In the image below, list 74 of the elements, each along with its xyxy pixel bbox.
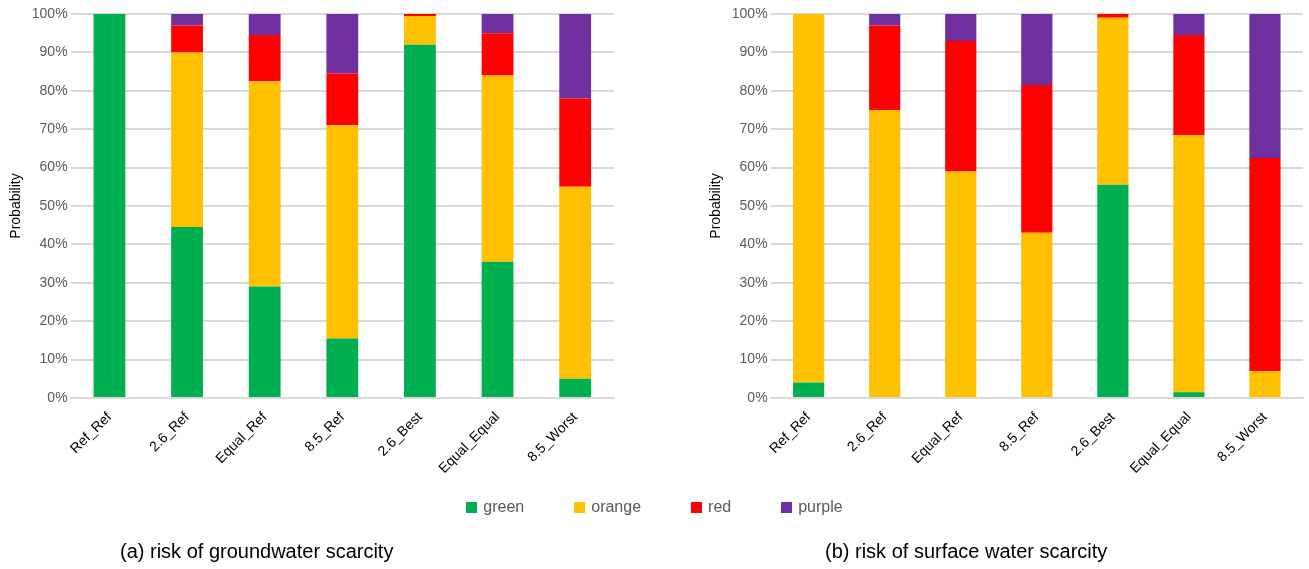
bar <box>171 52 203 228</box>
bar <box>326 338 359 397</box>
bar <box>1173 14 1205 36</box>
y-tick-label: 0% <box>47 388 68 405</box>
bar <box>793 382 825 397</box>
bar <box>248 35 281 82</box>
bar <box>1097 184 1129 397</box>
bar <box>481 261 514 397</box>
bar <box>559 378 592 397</box>
bar <box>945 40 977 172</box>
bar <box>248 286 281 397</box>
y-tick-label: 30% <box>39 273 68 290</box>
bar <box>1021 85 1053 233</box>
y-tick-label: 60% <box>739 158 768 175</box>
bar <box>869 14 901 26</box>
bar <box>326 73 359 126</box>
y-tick-label: 20% <box>739 312 768 329</box>
legend-label: green <box>483 498 525 516</box>
bar <box>559 186 592 379</box>
bar <box>248 81 281 287</box>
y-tick-label: 100% <box>731 4 768 21</box>
y-tick-label: 90% <box>39 43 68 60</box>
bar <box>559 14 592 99</box>
y-tick-label: 100% <box>31 4 68 21</box>
bar <box>1097 14 1129 18</box>
bar <box>945 14 977 41</box>
text: (b) risk of surface water scarcity <box>825 540 1108 563</box>
bar <box>326 14 359 74</box>
legend-label: purple <box>798 498 843 516</box>
y-tick-label: 50% <box>739 196 768 213</box>
bar <box>559 98 592 187</box>
bar <box>793 14 825 383</box>
legend-label: orange <box>591 498 642 516</box>
bar <box>1173 392 1205 397</box>
bar <box>1249 157 1281 372</box>
bar <box>481 75 514 262</box>
bar <box>1097 17 1129 185</box>
y-tick-label: 20% <box>39 312 68 329</box>
y-tick-label: 10% <box>39 350 68 367</box>
bar <box>481 33 514 76</box>
y-tick-label: 60% <box>39 158 68 175</box>
y-tick-label: 30% <box>739 273 768 290</box>
text: (a) risk of groundwater scarcity <box>120 540 394 563</box>
bar <box>404 44 436 397</box>
bar <box>945 171 977 397</box>
y-tick-label: 90% <box>739 43 768 60</box>
bar <box>869 25 901 110</box>
bar <box>869 109 901 397</box>
bar <box>1021 14 1053 86</box>
bar <box>171 25 203 53</box>
y-axis-title: Probability <box>7 173 24 239</box>
y-axis-title: Probability <box>707 173 724 239</box>
bar <box>326 125 359 339</box>
y-tick-label: 40% <box>39 235 68 252</box>
bar <box>1249 14 1281 158</box>
bar <box>171 14 203 26</box>
y-tick-label: 0% <box>747 388 768 405</box>
bar <box>404 15 436 45</box>
y-tick-label: 80% <box>739 81 768 98</box>
y-tick-label: 70% <box>739 120 768 137</box>
y-tick-label: 70% <box>39 120 68 137</box>
bar <box>171 227 203 397</box>
bar <box>248 14 281 36</box>
bar <box>1173 134 1205 393</box>
y-tick-label: 40% <box>739 235 768 252</box>
bar <box>93 14 126 397</box>
bar <box>1173 35 1205 135</box>
legend-label: red <box>708 498 732 516</box>
bar <box>481 14 514 34</box>
bar <box>1021 232 1053 397</box>
y-tick-label: 50% <box>39 196 68 213</box>
y-tick-label: 80% <box>39 81 68 98</box>
bar <box>1249 371 1281 397</box>
y-tick-label: 10% <box>739 350 768 367</box>
